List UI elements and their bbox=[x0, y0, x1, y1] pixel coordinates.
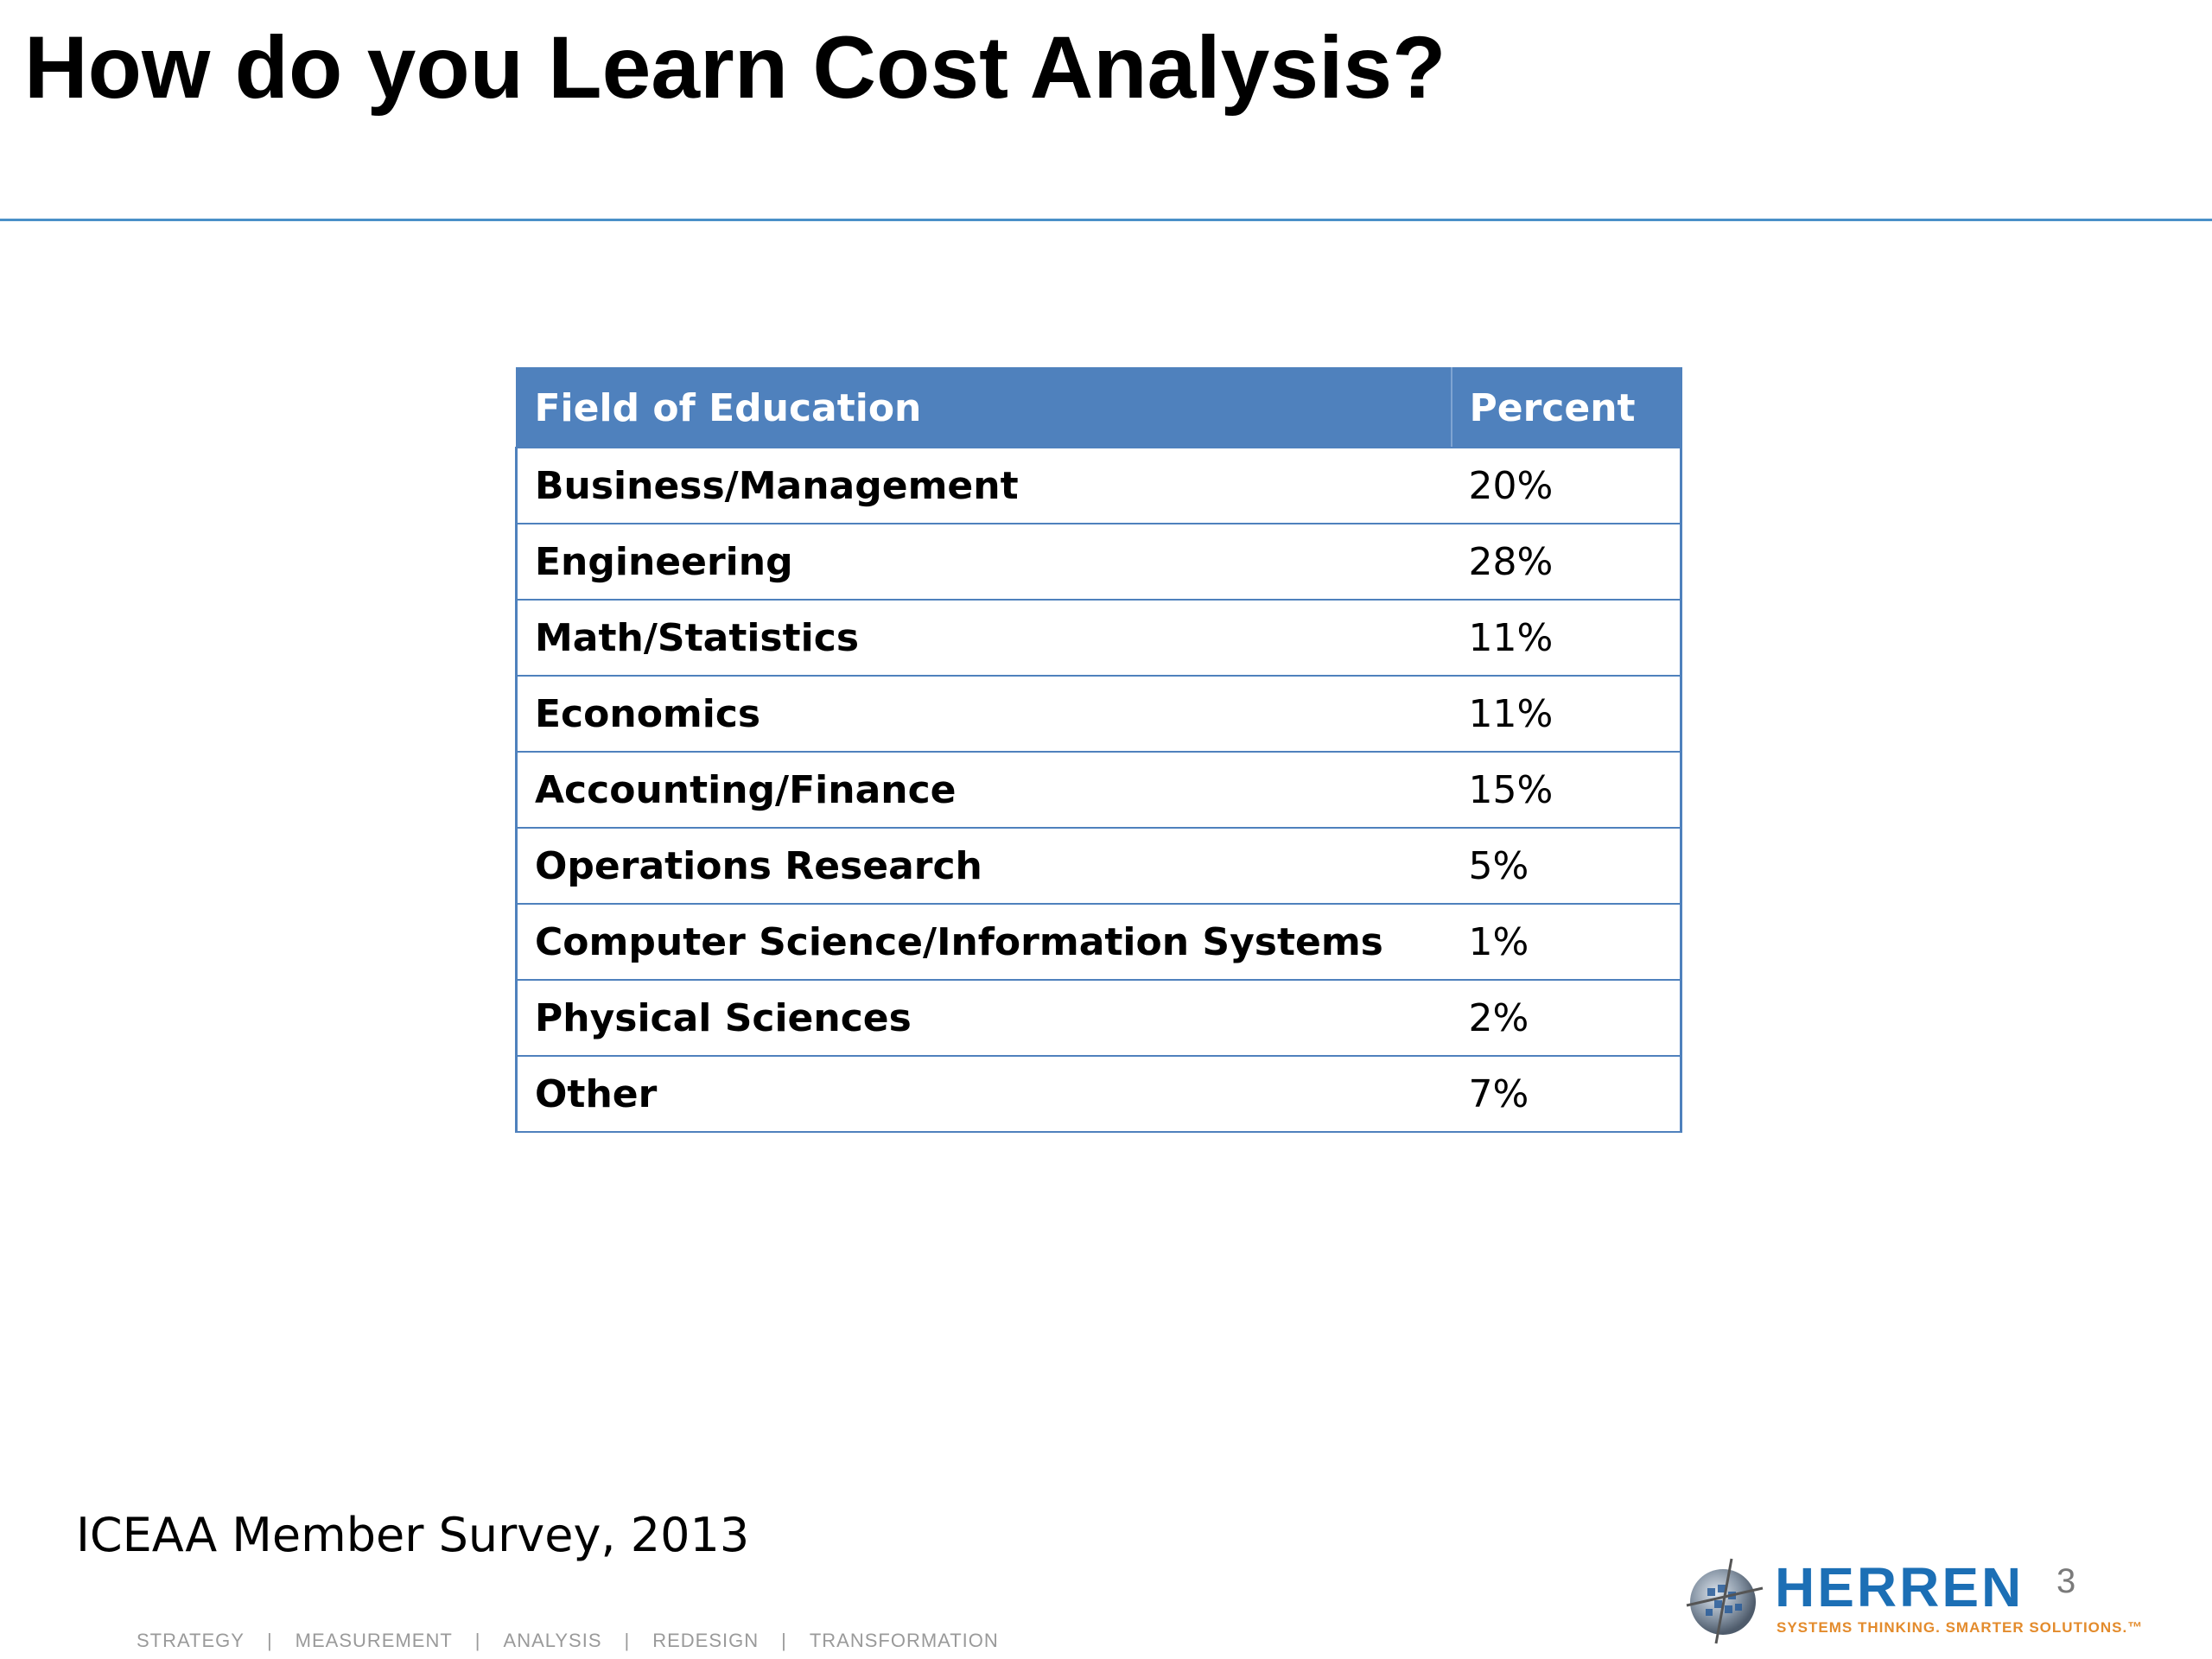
percent-cell: 5% bbox=[1451, 827, 1682, 905]
slide-title: How do you Learn Cost Analysis? bbox=[24, 18, 1446, 117]
title-divider bbox=[0, 219, 2212, 221]
field-cell: Math/Statistics bbox=[515, 599, 1452, 677]
table-row: Business/Management 20% bbox=[515, 447, 1682, 524]
header-percent: Percent bbox=[1450, 367, 1682, 448]
percent-cell: 7% bbox=[1451, 1055, 1682, 1133]
field-cell: Operations Research bbox=[515, 827, 1452, 905]
percent-cell: 11% bbox=[1451, 599, 1682, 677]
footer-nav-item: STRATEGY bbox=[137, 1630, 245, 1651]
table-row: Engineering 28% bbox=[515, 523, 1682, 601]
field-cell: Computer Science/Information Systems bbox=[515, 903, 1452, 981]
footer-nav-item: MEASUREMENT bbox=[295, 1630, 453, 1651]
percent-cell: 28% bbox=[1451, 523, 1682, 601]
percent-cell: 11% bbox=[1451, 675, 1682, 753]
table-row: Economics 11% bbox=[515, 675, 1682, 753]
logo-tagline: SYSTEMS THINKING. SMARTER SOLUTIONS.™ bbox=[1777, 1619, 2144, 1636]
table-row: Computer Science/Information Systems 1% bbox=[515, 903, 1682, 981]
table-row: Other 7% bbox=[515, 1055, 1682, 1133]
page-number: 3 bbox=[2056, 1562, 2076, 1600]
field-cell: Other bbox=[515, 1055, 1452, 1133]
footer-nav-item: TRANSFORMATION bbox=[809, 1630, 999, 1651]
field-cell: Physical Sciences bbox=[515, 979, 1452, 1057]
footer-nav: STRATEGY | MEASUREMENT | ANALYSIS | REDESIGN | T… bbox=[137, 1628, 999, 1654]
field-cell: Engineering bbox=[515, 523, 1452, 601]
footer-separator: | bbox=[624, 1630, 631, 1651]
table-row: Math/Statistics 11% bbox=[515, 599, 1682, 677]
field-cell: Accounting/Finance bbox=[515, 751, 1452, 829]
footer-separator: | bbox=[266, 1630, 273, 1651]
header-field-of-education: Field of Education bbox=[515, 367, 1452, 448]
logo-wordmark: HERREN bbox=[1775, 1556, 2024, 1618]
field-cell: Business/Management bbox=[515, 447, 1452, 524]
globe-icon bbox=[1686, 1558, 1764, 1644]
table-row: Accounting/Finance 15% bbox=[515, 751, 1682, 829]
footer-nav-item: REDESIGN bbox=[652, 1630, 760, 1651]
percent-cell: 2% bbox=[1451, 979, 1682, 1057]
education-table: Field of Education Percent Business/Mana… bbox=[515, 367, 1682, 1133]
footer-separator: | bbox=[474, 1630, 481, 1651]
percent-cell: 1% bbox=[1451, 903, 1682, 981]
percent-cell: 20% bbox=[1451, 447, 1682, 524]
field-cell: Economics bbox=[515, 675, 1452, 753]
footer-separator: | bbox=[781, 1630, 787, 1651]
table-header-row: Field of Education Percent bbox=[515, 367, 1682, 448]
percent-cell: 15% bbox=[1451, 751, 1682, 829]
table-row: Operations Research 5% bbox=[515, 827, 1682, 905]
herren-logo: HERREN SYSTEMS THINKING. SMARTER SOLUTIO… bbox=[1680, 1554, 2198, 1649]
footer-nav-item: ANALYSIS bbox=[503, 1630, 602, 1651]
table-row: Physical Sciences 2% bbox=[515, 979, 1682, 1057]
source-note: ICEAA Member Survey, 2013 bbox=[76, 1508, 750, 1562]
